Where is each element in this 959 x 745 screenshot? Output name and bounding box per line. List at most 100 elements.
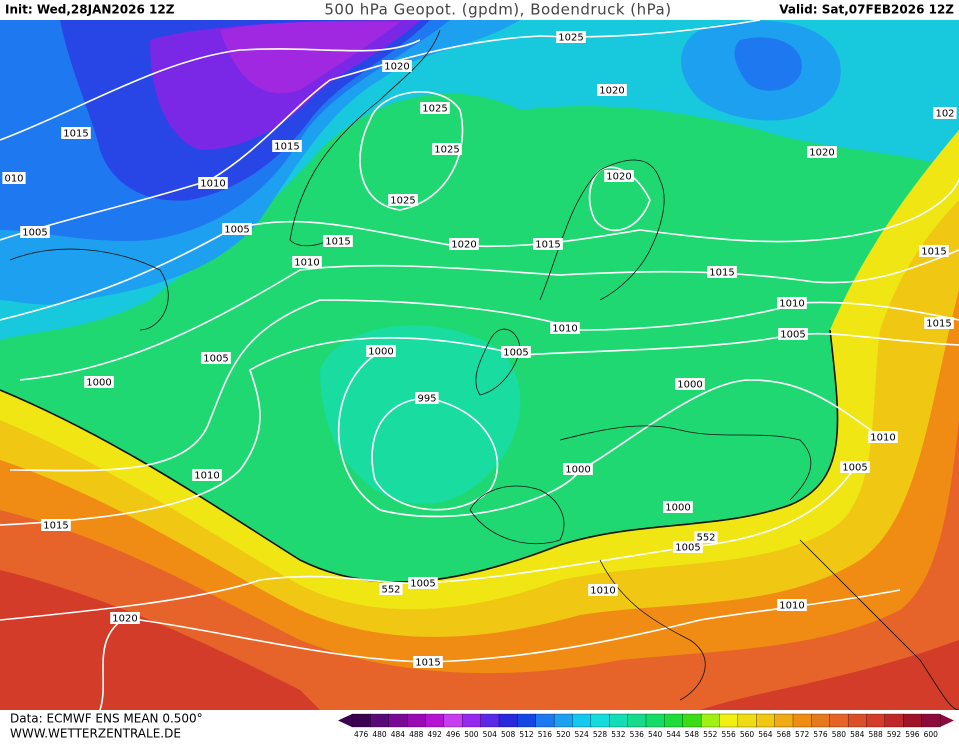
colorbar-cell [866,713,886,728]
isobar-label: 1010 [194,471,219,482]
colorbar-label: 496 [446,730,461,739]
colorbar-label: 492 [428,730,443,739]
isobar-label: 1015 [415,658,440,669]
colorbar-label: 504 [483,730,498,739]
label-box [597,84,627,96]
isobar-label: 1015 [325,237,350,248]
colorbar-label: 600 [924,730,939,739]
colorbar-label: 572 [795,730,810,739]
colorbar-cell [462,713,482,728]
label-box [272,140,302,152]
label-box [432,143,462,155]
colorbar-label: 544 [666,730,681,739]
label-box [663,501,693,513]
colorbar-cell [737,713,757,728]
colorbar-label: 508 [501,730,516,739]
colorbar-label: 548 [685,730,700,739]
colorbar-label: 532 [611,730,626,739]
colorbar-cell [700,713,720,728]
colorbar-cell [480,713,500,728]
colorbar-cell [443,713,463,728]
isobar-label: 1025 [422,104,447,115]
label-box [840,461,870,473]
colorbar-cell [884,713,904,728]
isobar-label: 1005 [503,348,528,359]
label-box [550,322,580,334]
label-box [556,31,586,43]
colorbar-cell [719,713,739,728]
label-box [61,127,91,139]
isobar-label: 1015 [63,129,88,140]
colorbar-cell [774,713,794,728]
header-bar [0,0,959,20]
colorbar-cell [498,713,518,728]
colorbar-label: 552 [703,730,718,739]
colorbar-label: 560 [740,730,755,739]
isobar-label: 1000 [368,347,393,358]
label-box [415,392,439,404]
isobar-label: 552 [696,533,715,544]
colorbar-cell [572,713,592,728]
colorbar-cell [388,713,408,728]
colorbar-label: 564 [758,730,773,739]
data-source: Data: ECMWF ENS MEAN 0.500° [10,712,203,726]
colorbar-cell [645,713,665,728]
isobar-labels: 1025 1020 1020 1015 1015 1025 1025 1020 102 1020 1… [2,31,957,669]
init-time: Init: Wed,28JAN2026 12Z [5,3,175,17]
isobar-label: 1005 [224,225,249,236]
isobar-label: 1005 [203,354,228,365]
isobar-label: 010 [4,174,23,185]
isobar-label: 1020 [809,148,834,159]
isobar-label: 1005 [675,543,700,554]
label-box [292,256,322,268]
colorbar-cell [553,713,573,728]
isobar-label: 1010 [590,586,615,597]
label-box [382,60,412,72]
colorbar-cell [829,713,849,728]
label-box [675,378,705,390]
colorbar-cell [627,713,647,728]
label-box [673,541,703,553]
colorbar-cell [590,713,610,728]
isobar-label: 1000 [565,465,590,476]
label-box [604,170,634,182]
colorbar-cell [406,713,426,728]
isobar-label: 1015 [274,142,299,153]
isobar-label: 995 [417,394,436,405]
isobar-label: 1025 [558,33,583,44]
label-box [707,266,737,278]
isobar-label: 1020 [384,62,409,73]
colorbar-cell [811,713,831,728]
colorbar-label: 580 [832,730,847,739]
isobar-label: 1005 [780,330,805,341]
colorbar-cell [921,713,941,728]
isobar-label: 1020 [606,172,631,183]
colorbar-arrow-right [940,714,954,727]
colorbar-cell [792,713,812,728]
label-box [413,656,443,668]
colorbar-cell [682,713,702,728]
label-box [323,235,353,247]
colorbar-cell [351,713,371,728]
label-box [777,599,807,611]
isobar-label: 552 [381,585,400,596]
colorbar-cell [535,713,555,728]
label-box [201,352,231,364]
isobar-label: 1005 [842,463,867,474]
isobar-label: 1015 [535,240,560,251]
label-box [366,345,396,357]
isobar-label: 1025 [390,196,415,207]
colorbar-label: 588 [869,730,884,739]
colorbar-label: 540 [648,730,663,739]
colorbar-label: 568 [777,730,792,739]
map-title: 500 hPa Geopot. (gpdm), Bodendruck (hPa) [324,1,671,19]
isobar-label: 1005 [410,579,435,590]
colorbar-label: 488 [409,730,424,739]
colorbar-label: 512 [519,730,534,739]
colorbar-label: 576 [813,730,828,739]
isobar-label: 1010 [870,433,895,444]
label-box [588,584,618,596]
label-box [924,317,954,329]
